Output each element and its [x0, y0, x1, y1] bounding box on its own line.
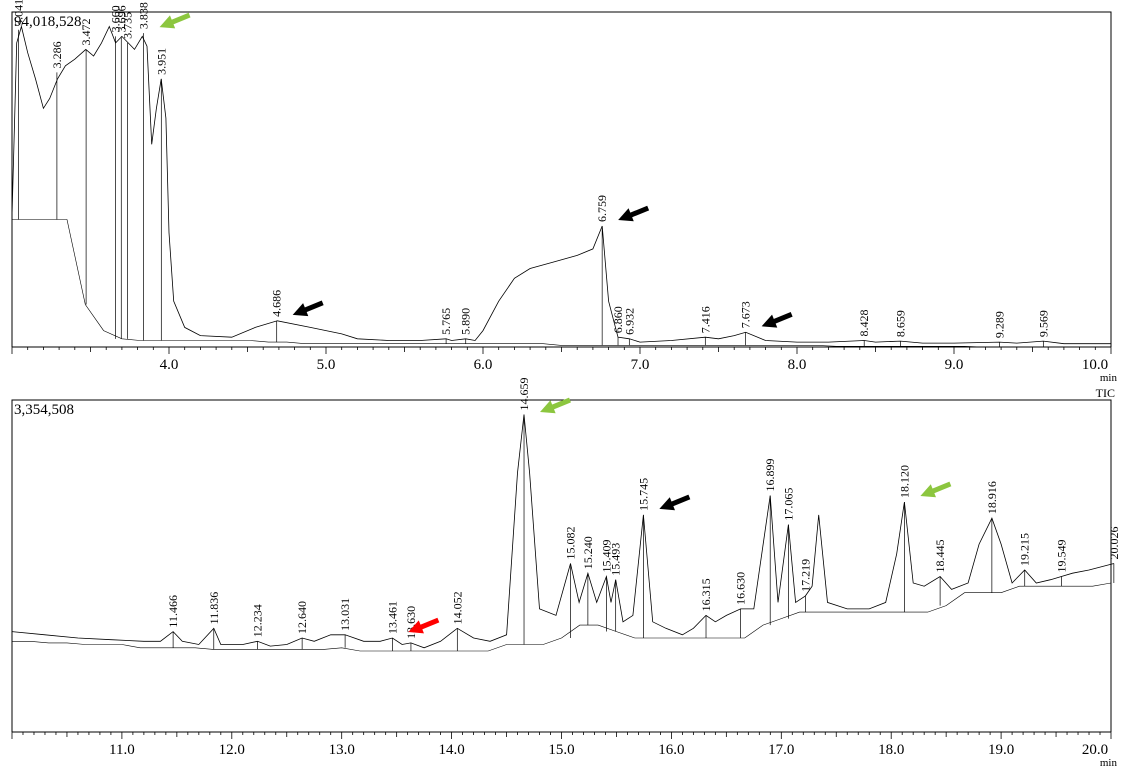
peak-retention-label: 5.765 — [439, 308, 453, 335]
chromatogram-trace — [11, 414, 1115, 649]
annotation-arrow — [540, 397, 571, 414]
x-tick-label: 6.0 — [474, 357, 493, 373]
peak-retention-label: 15.493 — [609, 543, 623, 576]
integration-baseline — [12, 219, 1111, 348]
x-tick-label: 13.0 — [329, 742, 355, 758]
max-intensity-label: 94,018,528 — [14, 14, 82, 30]
peak-retention-label: 16.630 — [734, 572, 748, 605]
peak-retention-label: 11.466 — [166, 595, 180, 628]
peak-retention-label: 7.673 — [739, 301, 753, 328]
peak-retention-label: 19.549 — [1054, 539, 1068, 572]
peak-retention-label: 12.234 — [251, 604, 265, 637]
peak-retention-label: 15.082 — [564, 527, 578, 560]
peak-retention-label: 17.219 — [798, 559, 812, 592]
chromatogram-trace — [11, 24, 1111, 345]
peak-retention-label: 4.686 — [270, 290, 284, 317]
peak-retention-label: 9.569 — [1036, 310, 1050, 337]
x-tick-label: 15.0 — [548, 742, 574, 758]
x-tick-label: 16.0 — [658, 742, 684, 758]
integration-baseline — [12, 582, 1112, 652]
x-tick-label: 18.0 — [878, 742, 904, 758]
x-tick-label: 9.0 — [945, 357, 964, 373]
x-tick-label: 4.0 — [160, 357, 179, 373]
x-tick-label: 17.0 — [768, 742, 794, 758]
max-intensity-label: 3,354,508 — [14, 402, 74, 418]
peak-retention-label: 6.860 — [611, 306, 625, 333]
peak-retention-label: 17.065 — [781, 488, 795, 521]
peak-retention-label: 19.215 — [1018, 533, 1032, 566]
peak-retention-label: 20.026 — [1107, 527, 1121, 560]
plot-frame — [11, 399, 1112, 732]
plot-frame — [11, 11, 1112, 347]
peak-retention-label: 3.472 — [79, 18, 93, 45]
peak-retention-label: 3.286 — [50, 41, 64, 68]
peak-retention-label: 14.659 — [517, 377, 531, 410]
annotation-arrow — [408, 617, 440, 634]
x-tick-label: 8.0 — [788, 357, 807, 373]
x-tick-label: 14.0 — [438, 742, 464, 758]
x-tick-label: 19.0 — [988, 742, 1014, 758]
peak-retention-label: 8.428 — [857, 309, 871, 336]
peak-retention-label: 12.640 — [295, 601, 309, 634]
peak-retention-label: 3.696 — [114, 5, 128, 32]
peak-retention-label: 14.052 — [450, 591, 464, 624]
peak-retention-label: 11.836 — [207, 592, 221, 625]
peak-retention-label: 18.916 — [985, 481, 999, 514]
peak-retention-label: 18.120 — [897, 465, 911, 498]
x-tick-label: 12.0 — [219, 742, 245, 758]
peak-retention-label: 7.416 — [698, 306, 712, 333]
peak-retention-label: 3.041 — [11, 0, 25, 26]
peak-retention-label: 15.409 — [599, 539, 613, 572]
annotation-arrow — [920, 481, 952, 498]
annotation-arrow — [292, 300, 324, 317]
peak-retention-label: 5.890 — [459, 308, 473, 335]
peak-retention-label: 16.315 — [699, 578, 713, 611]
lower-chromatogram-panel: 11.0 12.0 13.0 14.0 15.0 16.0 17.0 18.0 19.0 20.0… — [11, 377, 1121, 769]
peak-retention-label: 6.932 — [622, 308, 636, 335]
x-tick-label: 20.0 — [1082, 742, 1108, 758]
peak-retention-label: 3.660 — [109, 5, 123, 32]
x-unit-label: min — [1100, 372, 1118, 384]
peak-retention-label: 13.630 — [404, 606, 418, 639]
trace-type-label: TIC — [1096, 386, 1115, 400]
peak-retention-label: 3.735 — [120, 12, 134, 39]
x-tick-label: 7.0 — [631, 357, 650, 373]
peak-retention-label: 13.031 — [338, 598, 352, 631]
peak-retention-label: 8.659 — [893, 310, 907, 337]
annotation-arrow — [618, 205, 650, 222]
peak-retention-label: 13.461 — [385, 601, 399, 634]
peak-retention-label: 16.899 — [763, 458, 777, 491]
annotation-arrow — [159, 12, 191, 29]
x-tick-label: 10.0 — [1082, 357, 1108, 373]
peak-retention-label: 15.745 — [636, 478, 650, 511]
annotation-arrow — [761, 311, 793, 328]
peak-retention-label: 9.289 — [992, 311, 1006, 338]
peak-retention-label: 18.445 — [933, 539, 947, 572]
peak-retention-label: 15.240 — [581, 536, 595, 569]
x-unit-label: min — [1100, 757, 1118, 769]
peak-retention-label: 6.759 — [595, 195, 609, 222]
x-tick-label: 5.0 — [317, 357, 336, 373]
annotation-arrow — [659, 494, 691, 511]
x-tick-label: 11.0 — [109, 742, 135, 758]
peak-retention-label: 3.838 — [137, 2, 151, 29]
peak-retention-label: 3.951 — [154, 48, 168, 75]
